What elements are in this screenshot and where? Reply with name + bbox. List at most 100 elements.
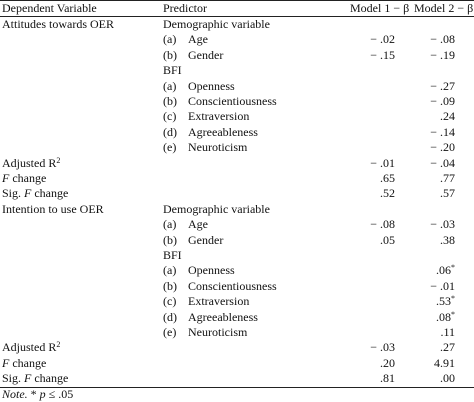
note-body-a: * xyxy=(27,387,40,401)
model2-value: .24 xyxy=(395,110,455,123)
header-rule xyxy=(0,16,474,17)
predictor-group: BFI xyxy=(163,63,182,77)
model2-value: − .04 xyxy=(395,157,455,170)
predictor-name: Age xyxy=(188,32,208,46)
dependent-variable-cell: Sig. F change xyxy=(2,187,68,200)
model2-number: .06 xyxy=(436,263,451,277)
model2-number: .11 xyxy=(440,325,455,339)
predictor-label: (d) xyxy=(163,310,177,324)
model2-value: .77 xyxy=(395,172,455,185)
dependent-variable-cell: F change xyxy=(2,172,46,185)
model2-number: − .01 xyxy=(430,279,455,293)
top-rule xyxy=(0,0,474,1)
dv-superscript: 2 xyxy=(56,340,61,349)
model1-value: .05 xyxy=(380,233,395,247)
predictor-label: (b) xyxy=(163,233,177,247)
dependent-variable-cell: Sig. F change xyxy=(2,372,68,385)
predictor-label: (a) xyxy=(163,32,177,46)
dv-superscript: 2 xyxy=(56,156,61,165)
predictor-name: Neuroticism xyxy=(188,325,248,339)
model1-value: .81 xyxy=(380,371,395,385)
predictor-label: (b) xyxy=(163,279,177,293)
model2-number: − .19 xyxy=(430,48,455,62)
predictor-group: BFI xyxy=(163,248,182,262)
model2-number: − .04 xyxy=(430,156,455,170)
dv-text: Sig. xyxy=(2,186,25,200)
dv-italic-text: F xyxy=(2,171,10,185)
model2-value: − .19 xyxy=(395,49,455,62)
model1-value: − .03 xyxy=(370,340,395,354)
model2-number: 4.91 xyxy=(434,356,455,370)
model2-value: .53* xyxy=(395,295,455,308)
model2-number: − .20 xyxy=(430,140,455,154)
header-model2: Model 2 − β xyxy=(414,1,474,15)
model2-value: .08* xyxy=(395,311,455,324)
dv-text: Attitudes towards OER xyxy=(2,17,114,31)
model1-value: − .02 xyxy=(370,32,395,46)
predictor-label: (e) xyxy=(163,140,177,154)
model2-value: − .27 xyxy=(395,80,455,93)
model2-number: − .03 xyxy=(430,217,455,231)
dv-text: Intention to use OER xyxy=(2,202,104,216)
dv-italic-text: F xyxy=(24,371,32,385)
predictor-name: Agreeableness xyxy=(188,310,258,324)
predictor-name: Openness xyxy=(188,79,235,93)
note-prefix: Note. xyxy=(2,387,28,401)
model2-number: − .09 xyxy=(430,94,455,108)
model1-value: − .15 xyxy=(370,48,395,62)
model2-value: − .03 xyxy=(395,218,455,231)
model2-number: − .14 xyxy=(430,125,455,139)
model2-number: − .08 xyxy=(430,32,455,46)
dependent-variable-cell: Intention to use OER xyxy=(2,203,104,216)
dependent-variable-cell: F change xyxy=(2,357,46,370)
model2-number: .24 xyxy=(440,109,455,123)
model2-value: − .09 xyxy=(395,95,455,108)
predictor-group: Demographic variable xyxy=(163,202,270,216)
predictor-name: Conscientiousness xyxy=(188,94,277,108)
header-dependent-variable: Dependent Variable xyxy=(2,1,97,15)
predictor-name: Gender xyxy=(188,233,224,247)
dv-suffix: change xyxy=(31,371,69,385)
predictor-name: Extraversion xyxy=(188,294,250,308)
header-model1: Model 1 − β xyxy=(350,1,410,15)
model2-value: .11 xyxy=(395,326,455,339)
model2-number: .00 xyxy=(440,371,455,385)
model2-number: − .27 xyxy=(430,79,455,93)
dv-suffix: change xyxy=(9,171,47,185)
predictor-label: (b) xyxy=(163,94,177,108)
model2-number: .77 xyxy=(440,171,455,185)
model2-number: .57 xyxy=(440,186,455,200)
dv-suffix: change xyxy=(31,186,69,200)
predictor-name: Agreeableness xyxy=(188,125,258,139)
predictor-group: Demographic variable xyxy=(163,17,270,31)
note-p: p xyxy=(39,387,46,401)
predictor-label: (e) xyxy=(163,325,177,339)
predictor-name: Neuroticism xyxy=(188,140,248,154)
model2-value: − .01 xyxy=(395,280,455,293)
model2-value: .00 xyxy=(395,372,455,385)
significance-marker: * xyxy=(451,263,455,272)
dv-italic-text: F xyxy=(24,186,32,200)
model2-number: .38 xyxy=(440,233,455,247)
predictor-name: Age xyxy=(188,217,208,231)
predictor-label: (a) xyxy=(163,217,177,231)
dv-text: Adjusted R xyxy=(2,340,57,354)
predictor-name: Openness xyxy=(188,263,235,277)
header-predictor: Predictor xyxy=(163,1,207,15)
dependent-variable-cell: Adjusted R2 xyxy=(2,341,60,354)
bottom-rule xyxy=(0,387,474,388)
dependent-variable-cell: Adjusted R2 xyxy=(2,157,60,170)
model2-value: .38 xyxy=(395,234,455,247)
model2-value: .06* xyxy=(395,264,455,277)
predictor-name: Extraversion xyxy=(188,109,250,123)
model1-value: .65 xyxy=(380,171,395,185)
predictor-label: (b) xyxy=(163,48,177,62)
predictor-label: (c) xyxy=(163,109,177,123)
dv-italic-text: F xyxy=(2,356,10,370)
model1-value: .52 xyxy=(380,186,395,200)
model1-value: − .01 xyxy=(370,156,395,170)
model2-value: 4.91 xyxy=(395,357,455,370)
model2-number: .53 xyxy=(436,294,451,308)
model1-value: − .08 xyxy=(370,217,395,231)
predictor-label: (a) xyxy=(163,79,177,93)
